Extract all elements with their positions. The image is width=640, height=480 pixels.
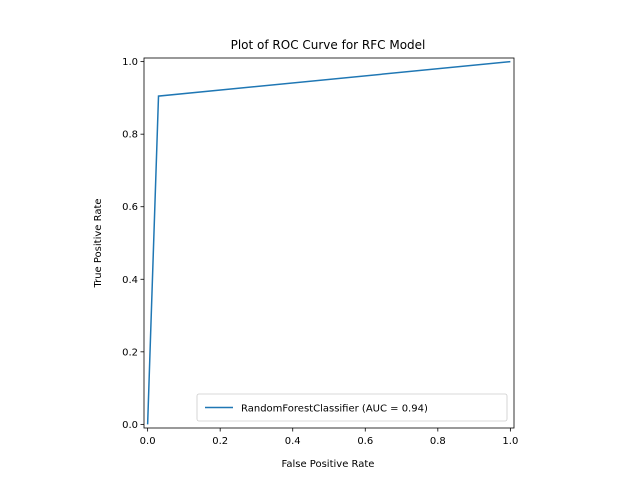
- y-tick-label: 0.0: [122, 420, 138, 431]
- x-tick-label: 0.2: [212, 436, 228, 447]
- legend-label: RandomForestClassifier (AUC = 0.94): [241, 404, 428, 415]
- y-axis: 0.0 0.2 0.4 0.6 0.8 1.0: [122, 57, 144, 431]
- roc-curve-line: [146, 60, 511, 425]
- plot-frame: [143, 57, 515, 429]
- y-tick-label: 0.8: [122, 130, 138, 141]
- y-tick-label: 0.2: [122, 347, 138, 358]
- y-tick-label: 0.4: [122, 275, 138, 286]
- x-tick-label: 0.6: [357, 436, 373, 447]
- y-axis-label: True Positive Rate: [93, 198, 104, 288]
- x-axis-label: False Positive Rate: [282, 459, 375, 470]
- x-tick-label: 1.0: [502, 436, 518, 447]
- x-axis: 0.0 0.2 0.4 0.6 0.8 1.0: [140, 428, 518, 447]
- y-tick-label: 0.6: [122, 202, 138, 213]
- x-tick-label: 0.0: [140, 436, 156, 447]
- chart-title: Plot of ROC Curve for RFC Model: [231, 38, 426, 52]
- y-tick-label: 1.0: [122, 57, 138, 68]
- plot-area: [146, 60, 511, 425]
- legend-box: [196, 393, 508, 422]
- x-tick-label: 0.8: [430, 436, 446, 447]
- x-tick-label: 0.4: [285, 436, 301, 447]
- legend: RandomForestClassifier (AUC = 0.94): [196, 393, 508, 422]
